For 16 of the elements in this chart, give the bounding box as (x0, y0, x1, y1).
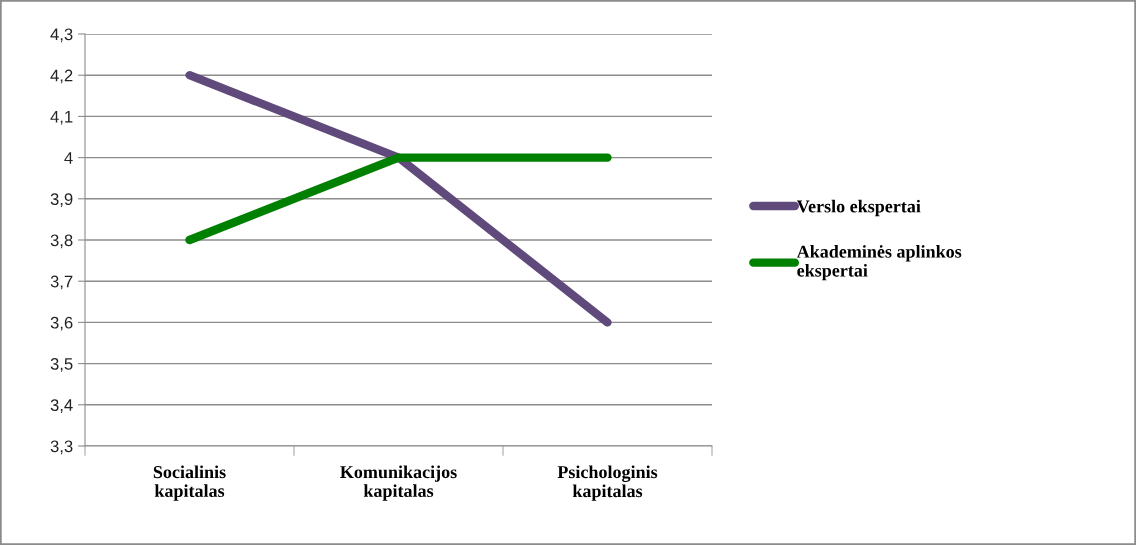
y-tick-label: 3,3 (50, 440, 73, 455)
x-tick-label: Socialinis kapitalas (153, 465, 226, 501)
x-tick-label: Komunikacijos kapitalas (340, 465, 457, 501)
y-tick-label: 3,6 (50, 316, 73, 331)
y-tick-label: 3,7 (50, 275, 73, 290)
y-tick-label: 3,9 (50, 193, 73, 207)
y-tick-label: 4,2 (50, 69, 73, 84)
legend-label: Verslo ekspertai (796, 199, 921, 217)
legend-label: Akademinės aplinkos ekspertai (796, 245, 962, 281)
y-tick-label: 4,1 (50, 110, 73, 125)
y-tick-label: 3,4 (50, 399, 73, 413)
x-tick-label: Psichologinis kapitalas (557, 465, 658, 501)
y-tick-label: 4,3 (50, 28, 73, 43)
y-tick-label: 4 (64, 152, 73, 164)
y-tick-label: 3,8 (50, 234, 73, 249)
y-tick-label: 3,5 (50, 358, 73, 372)
